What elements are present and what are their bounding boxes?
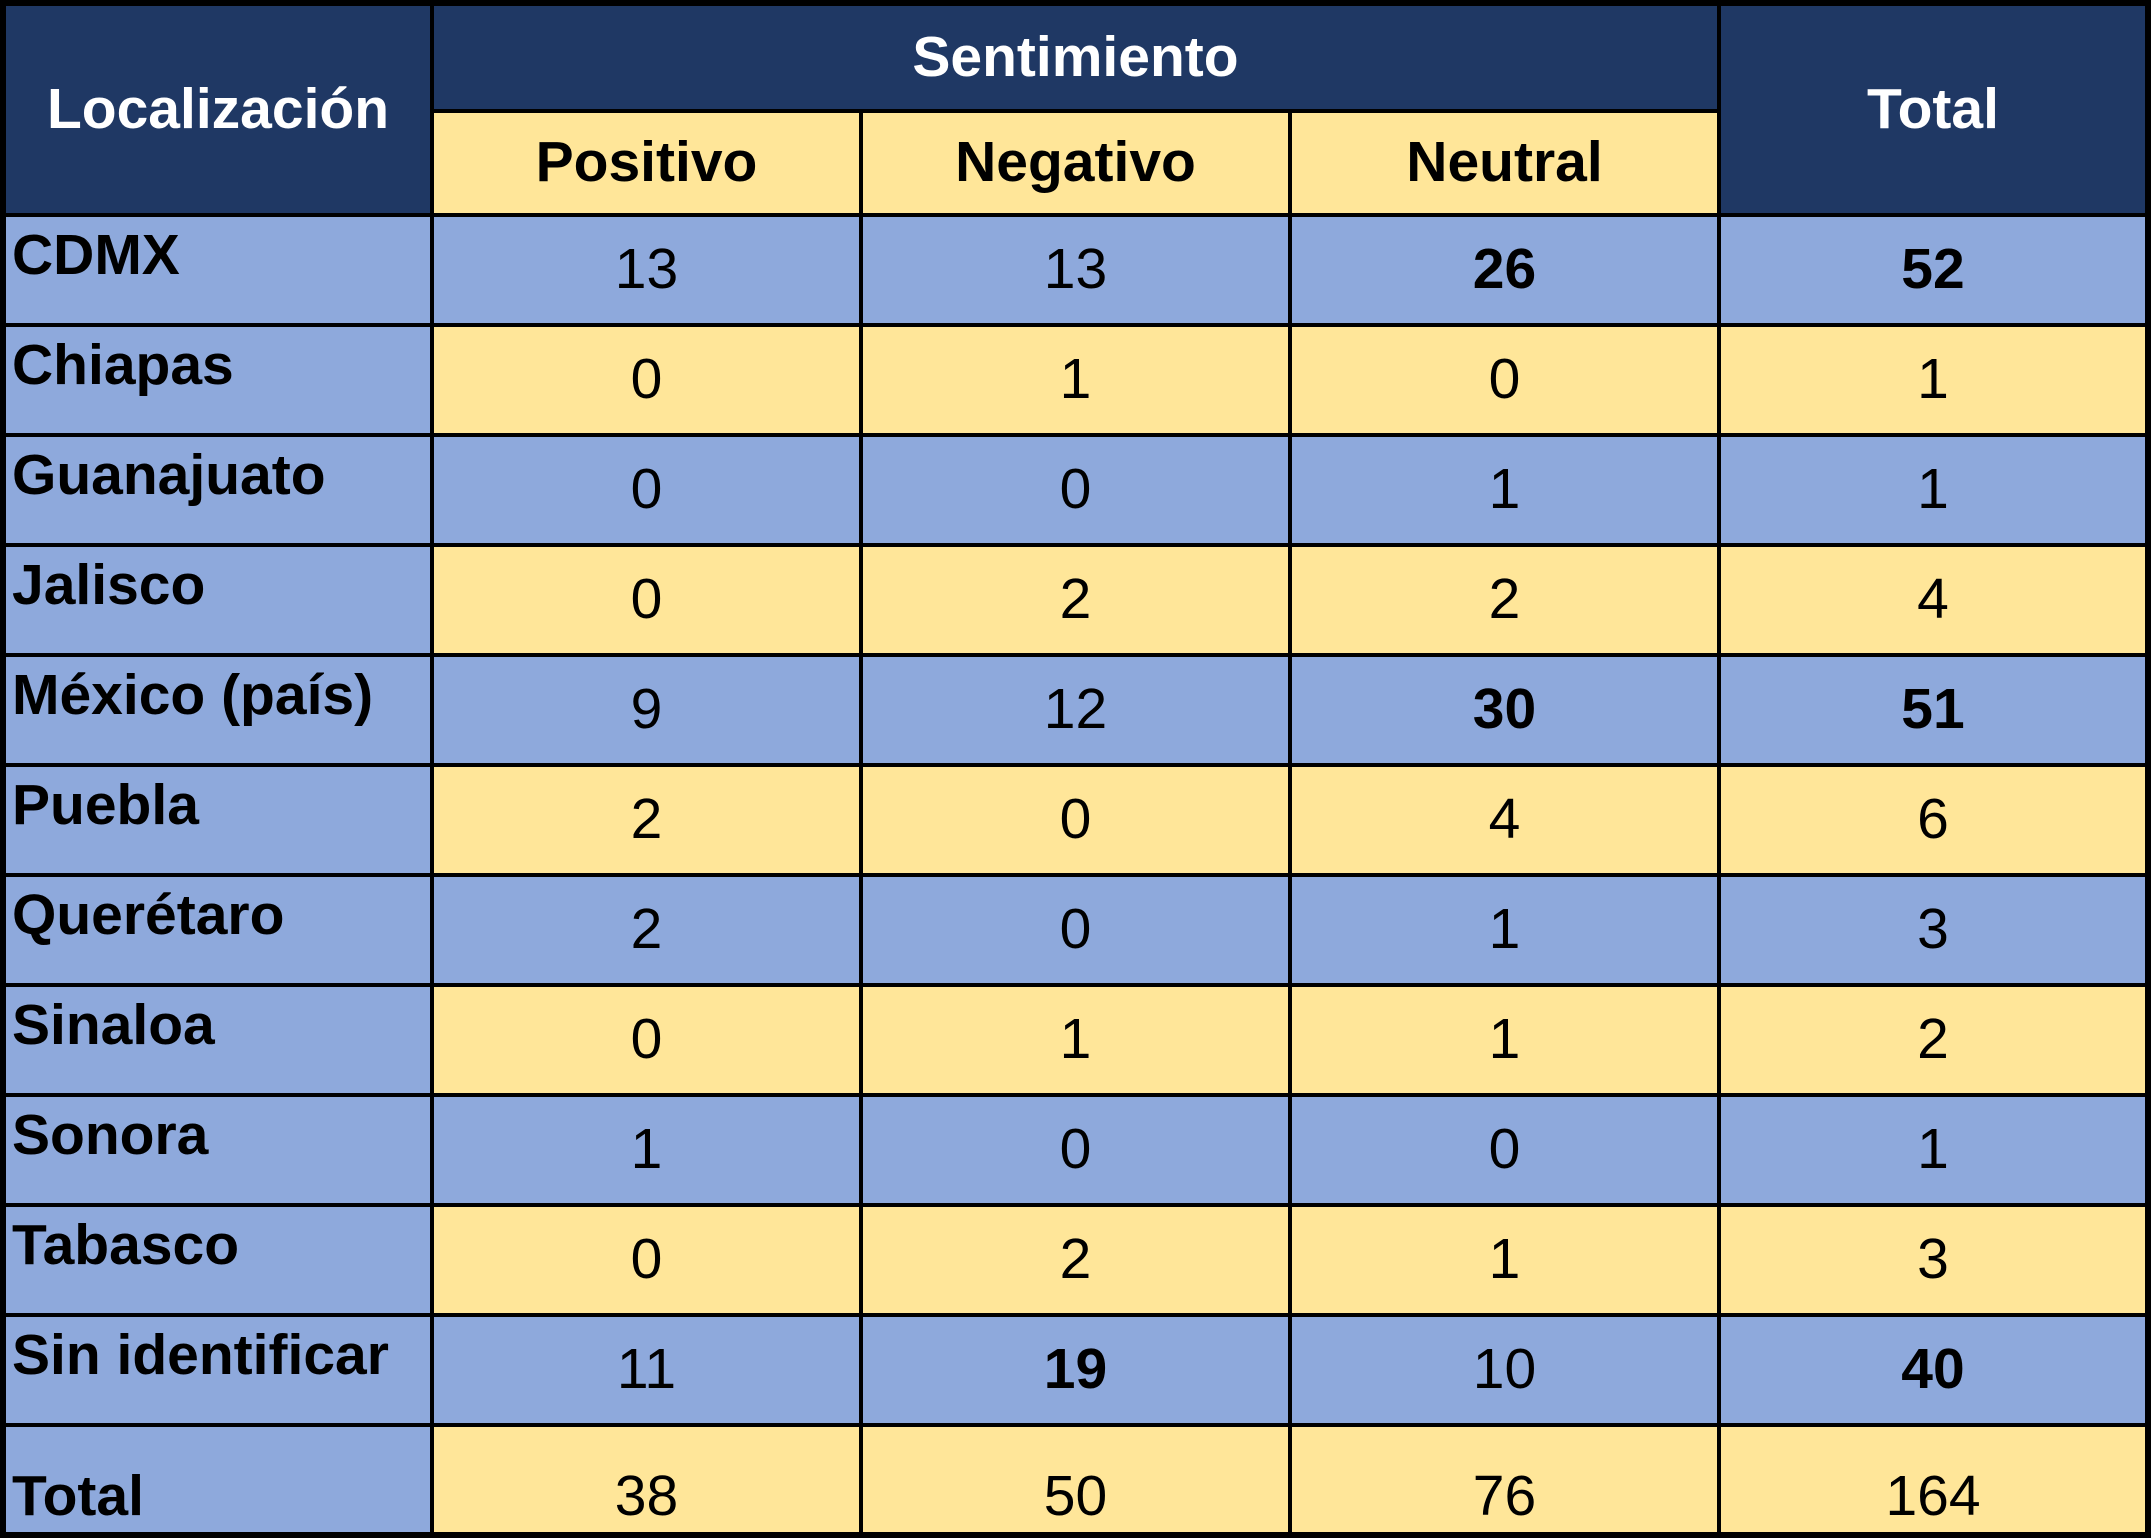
row-label-cell: Sonora [1, 1093, 434, 1207]
column-header-negativo: Negativo [859, 109, 1292, 217]
data-cell: 13 [859, 213, 1292, 327]
data-cell: 19 [859, 1313, 1292, 1427]
row-label-cell: CDMX [1, 213, 434, 327]
data-cell: 2 [859, 543, 1292, 657]
data-cell: 2 [430, 873, 863, 987]
data-cell: 1 [859, 323, 1292, 437]
data-cell: 9 [430, 653, 863, 767]
column-header-total: Total [1717, 1, 2150, 217]
data-cell: 4 [1717, 543, 2150, 657]
data-cell: 1 [1717, 433, 2150, 547]
data-cell: 1 [1288, 1203, 1721, 1317]
data-cell: 0 [859, 1093, 1292, 1207]
data-cell: 40 [1717, 1313, 2150, 1427]
data-cell: 26 [1288, 213, 1721, 327]
data-cell: 3 [1717, 873, 2150, 987]
table-row: Sin identificar 11 19 10 40 [1, 1313, 2150, 1427]
table-row: Querétaro 2 0 1 3 [1, 873, 2150, 987]
row-label-cell: Tabasco [1, 1203, 434, 1317]
data-cell: 164 [1717, 1423, 2150, 1537]
data-cell: 0 [1288, 323, 1721, 437]
data-cell: 2 [859, 1203, 1292, 1317]
row-label-cell: Jalisco [1, 543, 434, 657]
data-cell: 51 [1717, 653, 2150, 767]
data-cell: 1 [1288, 433, 1721, 547]
data-cell: 0 [859, 763, 1292, 877]
column-header-positivo: Positivo [430, 109, 863, 217]
row-label-cell: Querétaro [1, 873, 434, 987]
data-cell: 0 [430, 1203, 863, 1317]
data-cell: 1 [859, 983, 1292, 1097]
data-cell: 0 [430, 983, 863, 1097]
data-cell: 1 [430, 1093, 863, 1207]
table-row: Chiapas 0 1 0 1 [1, 323, 2150, 437]
row-label-cell: Total [1, 1423, 434, 1537]
sentimiento-group-header: Sentimiento [430, 1, 1721, 113]
table-row: Tabasco 0 2 1 3 [1, 1203, 2150, 1317]
table-row: Guanajuato 0 0 1 1 [1, 433, 2150, 547]
row-label-cell: México (país) [1, 653, 434, 767]
table-total-row: Total 38 50 76 164 [1, 1423, 2150, 1537]
table-row: Sonora 1 0 0 1 [1, 1093, 2150, 1207]
row-label-cell: Chiapas [1, 323, 434, 437]
row-label-cell: Puebla [1, 763, 434, 877]
data-cell: 0 [430, 433, 863, 547]
data-cell: 10 [1288, 1313, 1721, 1427]
data-cell: 0 [430, 543, 863, 657]
data-cell: 30 [1288, 653, 1721, 767]
table-body: CDMX 13 13 26 52 Chiapas 0 1 0 1 Guanaju… [1, 213, 2150, 1537]
data-cell: 0 [1288, 1093, 1721, 1207]
table-row: CDMX 13 13 26 52 [1, 213, 2150, 327]
data-cell: 50 [859, 1423, 1292, 1537]
row-label-cell: Sinaloa [1, 983, 434, 1097]
data-cell: 0 [859, 873, 1292, 987]
data-cell: 2 [1717, 983, 2150, 1097]
data-cell: 1 [1288, 873, 1721, 987]
data-cell: 1 [1288, 983, 1721, 1097]
data-cell: 6 [1717, 763, 2150, 877]
data-cell: 4 [1288, 763, 1721, 877]
data-cell: 52 [1717, 213, 2150, 327]
table-row: Puebla 2 0 4 6 [1, 763, 2150, 877]
data-cell: 3 [1717, 1203, 2150, 1317]
column-header-localizacion: Localización [1, 1, 434, 217]
table-row: Jalisco 0 2 2 4 [1, 543, 2150, 657]
row-label-cell: Guanajuato [1, 433, 434, 547]
data-cell: 2 [430, 763, 863, 877]
data-cell: 0 [859, 433, 1292, 547]
data-cell: 0 [430, 323, 863, 437]
table-row: Sinaloa 0 1 1 2 [1, 983, 2150, 1097]
header-group-row: Localización Sentimiento Total [1, 1, 2150, 217]
data-cell: 12 [859, 653, 1292, 767]
data-cell: 1 [1717, 323, 2150, 437]
data-cell: 11 [430, 1313, 863, 1427]
column-header-neutral: Neutral [1288, 109, 1721, 217]
data-cell: 38 [430, 1423, 863, 1537]
data-cell: 2 [1288, 543, 1721, 657]
header-sub-row: Positivo Negativo Neutral [3, 109, 2148, 217]
table-header: Localización Sentimiento Total Positivo … [1, 1, 2150, 217]
data-cell: 76 [1288, 1423, 1721, 1537]
row-label-cell: Sin identificar [1, 1313, 434, 1427]
data-cell: 1 [1717, 1093, 2150, 1207]
table-row: México (país) 9 12 30 51 [1, 653, 2150, 767]
data-cell: 13 [430, 213, 863, 327]
